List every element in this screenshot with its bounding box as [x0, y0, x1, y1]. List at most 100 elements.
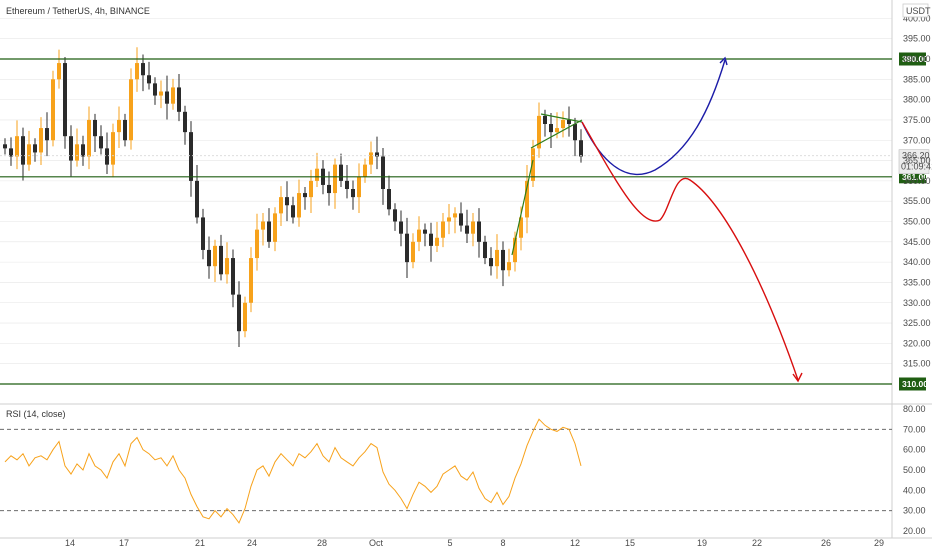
candle-body	[195, 180, 199, 218]
candle-body	[465, 225, 469, 234]
candle-body	[255, 229, 259, 259]
price-tick-label: 395.00	[903, 34, 931, 44]
price-tick-label: 350.00	[903, 217, 931, 227]
candle-body	[147, 75, 151, 84]
candle-body	[411, 241, 415, 263]
candle-countdown-label: 01:09:41	[901, 162, 932, 172]
candle-body	[417, 229, 421, 242]
candle-body	[225, 258, 229, 275]
candle-body	[525, 180, 529, 218]
time-tick-label: 12	[570, 538, 580, 548]
price-tick-label: 380.00	[903, 95, 931, 105]
candle-body	[75, 144, 79, 161]
rsi-tick-label: 60.00	[903, 445, 926, 455]
price-tick-label: 330.00	[903, 298, 931, 308]
candle-body	[453, 213, 457, 218]
price-tick-label: 335.00	[903, 277, 931, 287]
currency-label: USDT	[906, 6, 931, 16]
candle-body	[285, 197, 289, 206]
price-tick-label: 325.00	[903, 318, 931, 328]
candle-body	[435, 237, 439, 246]
level-badge	[899, 377, 926, 391]
currency-badge[interactable]: USDT	[902, 3, 931, 18]
bullish-arrow-head	[719, 56, 728, 66]
time-tick-label: 17	[119, 538, 129, 548]
time-tick-label: 22	[752, 538, 762, 548]
candle-body	[45, 128, 49, 141]
candle-body	[477, 221, 481, 242]
candle-body	[159, 91, 163, 96]
triangle-pattern-lower	[530, 119, 583, 149]
candle-body	[501, 249, 505, 271]
candle-body	[267, 221, 271, 242]
candle-body	[309, 180, 313, 198]
candle-body	[459, 213, 463, 226]
candle-body	[567, 119, 571, 124]
level-badge-label: 390.00	[902, 54, 928, 64]
rsi-title: RSI (14, close)	[6, 409, 66, 419]
triangle-pattern-upper	[540, 113, 583, 123]
candle-body	[531, 148, 535, 181]
price-tick-label: 385.00	[903, 74, 931, 84]
candle-body	[165, 91, 169, 104]
candle-body	[345, 180, 349, 189]
time-tick-label: 28	[317, 538, 327, 548]
candle-body	[333, 164, 337, 194]
price-tick-label: 340.00	[903, 257, 931, 267]
price-tick-label: 400.00	[903, 13, 931, 23]
candle-body	[27, 144, 31, 165]
time-tick-label: 15	[625, 538, 635, 548]
time-axis: 14 17 21 24 28 Oct 5 8 12 15 19 22 26 29	[65, 538, 884, 548]
candle-body	[555, 128, 559, 133]
candle-body	[537, 115, 541, 149]
candle-body	[351, 189, 355, 198]
candlestick-series	[3, 47, 583, 348]
candle-body	[543, 115, 547, 124]
price-tick-label: 370.00	[903, 135, 931, 145]
candle-body	[405, 233, 409, 263]
candle-body	[51, 79, 55, 141]
candle-body	[111, 132, 115, 165]
time-tick-label: 14	[65, 538, 75, 548]
candle-body	[237, 294, 241, 332]
candle-body	[99, 136, 103, 149]
price-axis: 315.00 320.00 325.00 330.00 335.00 340.00 345.…	[903, 13, 931, 368]
candle-body	[183, 111, 187, 133]
candle-body	[201, 217, 205, 250]
candle-body	[231, 258, 235, 295]
time-tick-label: Oct	[369, 538, 384, 548]
level-badge-label: 310.00	[902, 379, 928, 389]
candle-body	[129, 79, 133, 141]
price-tick-label: 390.00	[903, 54, 931, 64]
candle-body	[69, 136, 73, 161]
time-tick-label: 19	[697, 538, 707, 548]
candle-body	[303, 193, 307, 198]
rsi-tick-label: 40.00	[903, 485, 926, 495]
candle-body	[483, 241, 487, 259]
time-tick-label: 8	[500, 538, 505, 548]
price-tick-label: 345.00	[903, 237, 931, 247]
candle-body	[495, 249, 499, 267]
candle-body	[87, 119, 91, 157]
candle-body	[207, 249, 211, 267]
candle-body	[135, 63, 139, 80]
candle-body	[141, 63, 145, 76]
price-tick-label: 360.00	[903, 176, 931, 186]
candle-body	[243, 302, 247, 332]
candle-body	[561, 119, 565, 129]
level-badge-label: 361.00	[902, 172, 928, 182]
candle-body	[489, 258, 493, 267]
current-price-badge	[898, 149, 930, 174]
rsi-tick-label: 80.00	[903, 404, 926, 414]
rsi-tick-label: 30.00	[903, 506, 926, 516]
candle-body	[171, 87, 175, 104]
candle-body	[549, 124, 553, 133]
candle-body	[441, 221, 445, 238]
candle-body	[375, 152, 379, 157]
price-tick-label: 365.00	[903, 156, 931, 166]
candle-body	[21, 136, 25, 165]
candle-body	[57, 63, 61, 80]
